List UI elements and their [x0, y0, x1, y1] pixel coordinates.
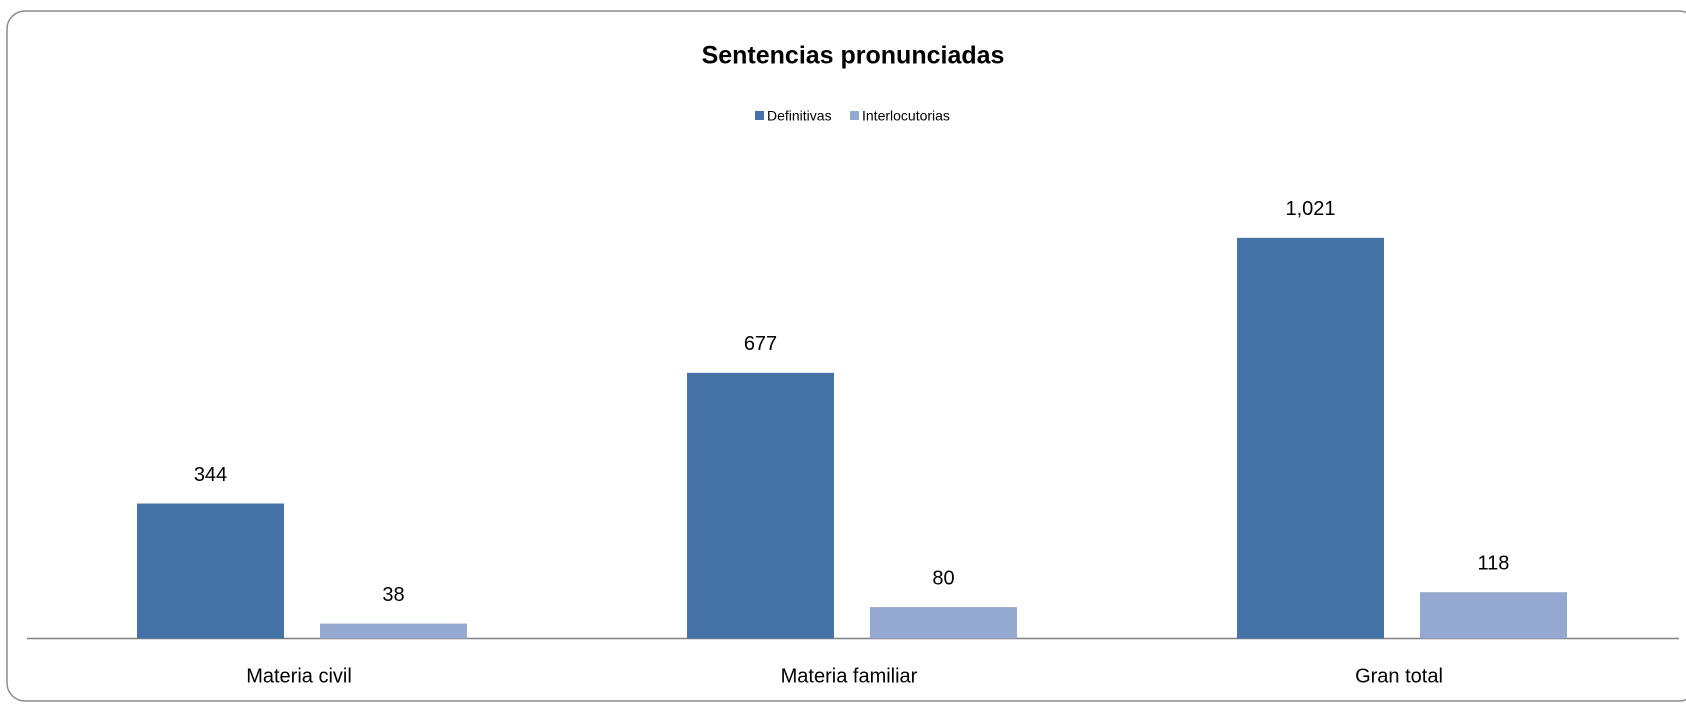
bar — [1237, 237, 1384, 639]
data-label: 118 — [1478, 552, 1510, 574]
data-label: 38 — [382, 584, 404, 606]
data-label: 677 — [744, 333, 777, 355]
legend-label: Interlocutorias — [862, 108, 950, 124]
data-label: 1,021 — [1285, 198, 1335, 220]
legend-swatch — [755, 111, 764, 120]
data-label: 80 — [932, 567, 954, 589]
bar — [687, 372, 834, 639]
bar — [870, 607, 1017, 639]
x-tick-label: Materia familiar — [781, 665, 918, 687]
legend-swatch — [850, 111, 859, 120]
data-label: 344 — [194, 464, 227, 486]
x-tick-label: Gran total — [1355, 665, 1443, 687]
chart-title: Sentencias pronunciadas — [702, 42, 1005, 70]
x-tick-label: Materia civil — [246, 665, 352, 687]
bar — [137, 503, 284, 639]
bar — [1420, 592, 1567, 639]
legend-label: Definitivas — [767, 108, 832, 124]
bar — [320, 623, 467, 639]
